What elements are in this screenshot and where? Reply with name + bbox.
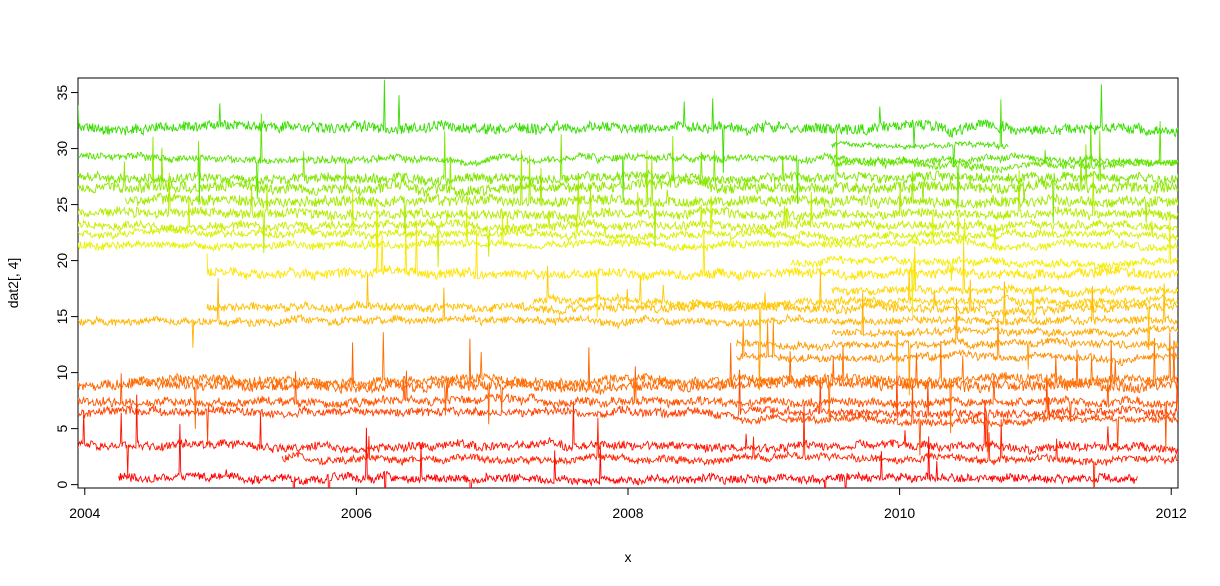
series-line <box>736 298 1178 396</box>
y-tick-label: 10 <box>54 365 70 381</box>
series-line <box>831 292 1178 376</box>
series-line <box>78 129 1178 224</box>
series-line <box>78 394 1178 478</box>
series-line <box>831 99 1009 168</box>
series-line <box>78 113 1178 204</box>
y-axis-title: dat2[, 4] <box>5 258 21 309</box>
series-line <box>78 191 1178 268</box>
series-line <box>78 369 1178 453</box>
y-tick-label: 5 <box>54 425 70 433</box>
x-tick-label: 2008 <box>612 505 643 521</box>
series-line <box>78 338 1178 429</box>
series-line <box>831 121 1178 207</box>
series-line <box>831 241 1178 321</box>
y-tick-label: 15 <box>54 309 70 325</box>
series-line <box>736 320 1178 367</box>
series-line <box>131 332 1178 434</box>
x-axis-title: x <box>625 549 632 565</box>
series-line <box>736 383 1178 456</box>
series-line <box>78 79 1178 173</box>
y-tick-label: 30 <box>54 141 70 157</box>
y-tick-label: 0 <box>54 481 70 489</box>
y-tick-label: 20 <box>54 253 70 269</box>
series-line <box>206 220 1178 318</box>
y-tick-label: 35 <box>54 85 70 101</box>
series-line <box>281 404 1178 488</box>
x-tick-label: 2012 <box>1156 505 1187 521</box>
series-line <box>78 366 1178 452</box>
series-line <box>125 150 1178 247</box>
series-line <box>78 203 1178 253</box>
x-tick-label: 2010 <box>884 505 915 521</box>
series-line <box>118 424 1138 488</box>
y-tick-label: 25 <box>54 197 70 213</box>
series-line <box>790 217 1178 315</box>
series-line <box>78 135 1178 204</box>
series-line <box>78 169 1178 254</box>
series-line <box>78 277 1178 348</box>
x-tick-label: 2006 <box>341 505 372 521</box>
x-tick-label: 2004 <box>69 505 100 521</box>
axis-layer: 2004 2006 2008 2010 2012 0 5 10 15 20 25 30 35 <box>54 85 1187 521</box>
plot-frame <box>77 77 1179 489</box>
series-layer <box>78 79 1178 488</box>
